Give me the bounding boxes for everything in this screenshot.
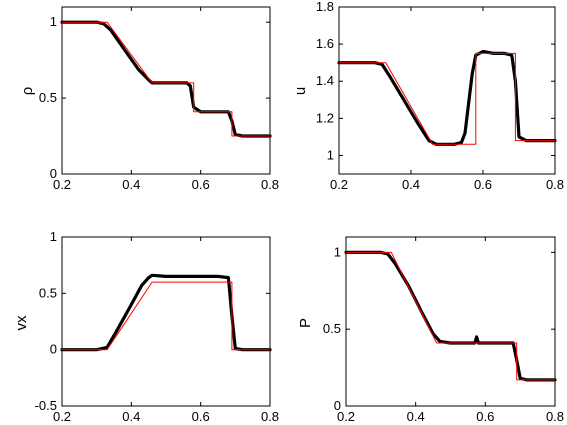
numerical-solution-line: [60, 20, 272, 138]
x-tick-label: 0.2: [53, 409, 71, 424]
y-tick-label: 0: [334, 398, 341, 413]
y-tick-label: 1.6: [316, 36, 334, 51]
x-tick-label: 0.8: [546, 409, 564, 424]
y-tick-label: 0.5: [39, 90, 57, 105]
exact-solution-line: [345, 251, 556, 381]
numerical-solution-line: [337, 49, 557, 146]
x-tick-label: 0.6: [474, 177, 492, 192]
y-tick-label: -0.5: [35, 398, 57, 413]
y-tick-label: 0: [50, 342, 57, 357]
y-axis-label: vx: [13, 315, 30, 331]
plot-frame: [338, 6, 556, 175]
y-tick-label: 1.2: [316, 110, 334, 125]
y-tick-label: 1: [50, 229, 57, 244]
numerical-solution-line: [60, 273, 272, 352]
panel-vx: 0.2 0.4 0.6 0.8 -0.5 0 0.5 1 vx: [13, 229, 279, 424]
x-tick-label: 0.4: [402, 177, 420, 192]
y-axis-label: ρ: [19, 87, 36, 96]
x-tick-label: 0.2: [330, 177, 348, 192]
x-tick-label: 0.4: [407, 409, 425, 424]
x-tick-label: 0.8: [261, 177, 279, 192]
y-tick-label: 1: [50, 14, 57, 29]
panel-u: 0.2 0.4 0.6 0.8 1 1.2 1.4 1.6 1.8 u: [292, 0, 564, 192]
panel-marks: 0.2 0.4 0.6 0.8 -0.5 0 0.5 1: [35, 229, 279, 424]
x-tick-label: 0.2: [53, 177, 71, 192]
exact-solution-line: [61, 281, 271, 351]
x-tick-label: 0.6: [192, 177, 210, 192]
y-tick-label: 0.5: [323, 321, 341, 336]
y-tick-label: 0: [50, 166, 57, 181]
y-tick-label: 1: [327, 147, 334, 162]
exact-solution-line: [61, 21, 271, 137]
y-axis-label: P: [297, 318, 314, 328]
panel-P: 0.2 0.4 0.6 0.8 0 0.5 1 P: [297, 236, 564, 424]
y-tick-label: 1.8: [316, 0, 334, 14]
panel-marks: 0.2 0.4 0.6 0.8 1 1.2 1.4 1.6 1.8: [316, 0, 564, 192]
panel-marks: 0.2 0.4 0.6 0.8 0 0.5 1: [323, 237, 564, 424]
panel-marks: 0.2 0.4 0.6 0.8 0 0.5 1: [39, 7, 279, 192]
exact-solution-line: [338, 52, 556, 145]
y-tick-label: 1.4: [316, 73, 334, 88]
x-tick-label: 0.8: [546, 177, 564, 192]
y-axis-label: u: [292, 87, 309, 95]
plot-frame: [61, 236, 271, 407]
x-tick-label: 0.2: [337, 409, 355, 424]
x-tick-label: 0.6: [192, 409, 210, 424]
y-tick-label: 1: [334, 244, 341, 259]
plot-frame: [61, 6, 271, 175]
x-tick-label: 0.4: [122, 177, 140, 192]
x-tick-label: 0.6: [476, 409, 494, 424]
panel-rho: 0.2 0.4 0.6 0.8 0 0.5 1 ρ: [19, 6, 279, 192]
x-tick-label: 0.8: [261, 409, 279, 424]
x-tick-label: 0.4: [122, 409, 140, 424]
y-tick-label: 0.5: [39, 285, 57, 300]
